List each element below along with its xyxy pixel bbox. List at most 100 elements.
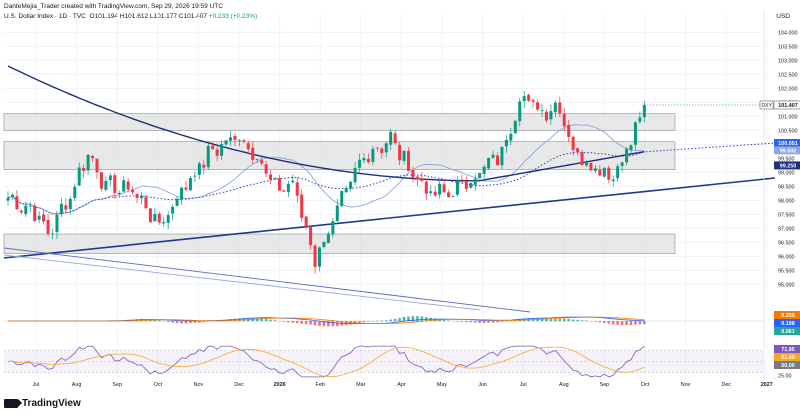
candle[interactable] xyxy=(384,141,388,158)
candle[interactable] xyxy=(264,160,268,178)
candle[interactable] xyxy=(398,141,402,166)
candle[interactable] xyxy=(188,175,192,192)
candle[interactable] xyxy=(366,153,370,165)
candle[interactable] xyxy=(473,173,477,191)
macd-signal-line[interactable] xyxy=(8,316,645,324)
candle[interactable] xyxy=(64,198,68,214)
candle[interactable] xyxy=(540,103,544,117)
candle[interactable] xyxy=(433,186,437,197)
candle[interactable] xyxy=(10,192,14,200)
candle[interactable] xyxy=(527,93,531,103)
candle[interactable] xyxy=(215,143,219,162)
candle[interactable] xyxy=(464,176,468,192)
candle[interactable] xyxy=(522,90,526,108)
candle[interactable] xyxy=(291,174,295,184)
candle[interactable] xyxy=(91,154,95,162)
candle[interactable] xyxy=(175,195,179,207)
candle[interactable] xyxy=(344,185,348,193)
symbol-legend[interactable]: U.S. Dollar Index · 1D · TVC O101.194 H1… xyxy=(4,13,257,20)
candle[interactable] xyxy=(19,209,23,215)
candle[interactable] xyxy=(407,147,410,172)
candle[interactable] xyxy=(620,161,624,173)
candle[interactable] xyxy=(304,216,308,230)
candle[interactable] xyxy=(193,171,197,183)
candle[interactable] xyxy=(28,202,32,213)
candle[interactable] xyxy=(482,164,486,182)
candle[interactable] xyxy=(509,127,513,146)
candle[interactable] xyxy=(251,141,255,165)
candle[interactable] xyxy=(211,141,215,150)
candle[interactable] xyxy=(300,189,304,222)
candle[interactable] xyxy=(99,172,103,192)
candle[interactable] xyxy=(478,172,482,179)
candle[interactable] xyxy=(420,171,424,183)
candle[interactable] xyxy=(180,186,184,205)
candle[interactable] xyxy=(576,147,580,156)
candle[interactable] xyxy=(411,167,415,183)
candle[interactable] xyxy=(633,120,637,151)
candle[interactable] xyxy=(549,104,553,125)
candle[interactable] xyxy=(455,176,459,197)
candle[interactable] xyxy=(233,132,237,147)
macd-value-tag[interactable]: 0.061 xyxy=(774,327,800,335)
candle[interactable] xyxy=(82,164,86,178)
candle[interactable] xyxy=(286,180,290,197)
candle[interactable] xyxy=(273,177,277,180)
candle[interactable] xyxy=(202,159,206,175)
candle[interactable] xyxy=(571,136,575,156)
candle[interactable] xyxy=(371,145,375,166)
level-price-tag[interactable]: 99.932 xyxy=(774,146,800,155)
candle[interactable] xyxy=(282,189,286,193)
candle[interactable] xyxy=(496,152,499,166)
candle[interactable] xyxy=(487,157,491,170)
candle[interactable] xyxy=(429,185,433,197)
candle[interactable] xyxy=(313,243,317,274)
candle[interactable] xyxy=(616,163,620,182)
candle[interactable] xyxy=(611,175,615,187)
candle[interactable] xyxy=(424,178,428,201)
candle[interactable] xyxy=(389,128,393,150)
candle[interactable] xyxy=(220,140,224,161)
candle[interactable] xyxy=(51,228,54,240)
candle[interactable] xyxy=(113,172,117,199)
candle[interactable] xyxy=(242,138,246,144)
candle[interactable] xyxy=(375,146,379,152)
support-trendline[interactable] xyxy=(3,177,776,259)
moving-average-dotted[interactable] xyxy=(7,142,776,215)
candle[interactable] xyxy=(6,191,10,206)
level-price-tag[interactable]: 99.250 xyxy=(774,161,800,170)
candle[interactable] xyxy=(42,209,46,225)
candle[interactable] xyxy=(237,139,241,147)
candle[interactable] xyxy=(73,183,77,202)
candle[interactable] xyxy=(135,193,139,204)
candle[interactable] xyxy=(318,246,321,272)
candle[interactable] xyxy=(184,180,188,192)
candle[interactable] xyxy=(117,190,121,198)
rsi-value-tag[interactable]: 61.49 xyxy=(774,353,800,361)
candle[interactable] xyxy=(269,170,273,185)
candle[interactable] xyxy=(402,150,406,165)
candle[interactable] xyxy=(55,210,59,240)
candle[interactable] xyxy=(491,150,495,159)
candle[interactable] xyxy=(162,216,166,227)
moving-average-slow[interactable] xyxy=(7,65,645,182)
candle[interactable] xyxy=(277,174,281,191)
candle[interactable] xyxy=(349,180,353,192)
candle[interactable] xyxy=(77,162,81,186)
candle[interactable] xyxy=(553,100,557,118)
level-price-tag[interactable]: 100.051 xyxy=(774,139,800,147)
candle[interactable] xyxy=(33,202,37,222)
candle[interactable] xyxy=(562,108,566,132)
candle[interactable] xyxy=(469,182,473,189)
candle[interactable] xyxy=(37,211,41,224)
tradingview-logo[interactable]: TradingView xyxy=(4,398,81,409)
candle[interactable] xyxy=(122,176,126,193)
rsi-value-tag[interactable]: 71.95 xyxy=(774,345,800,353)
lower-channel-line-2[interactable] xyxy=(3,254,481,311)
candle[interactable] xyxy=(625,146,629,166)
candle[interactable] xyxy=(580,149,584,167)
candle[interactable] xyxy=(104,176,108,192)
candle[interactable] xyxy=(513,120,517,135)
candle[interactable] xyxy=(380,146,384,159)
candle[interactable] xyxy=(86,153,90,176)
